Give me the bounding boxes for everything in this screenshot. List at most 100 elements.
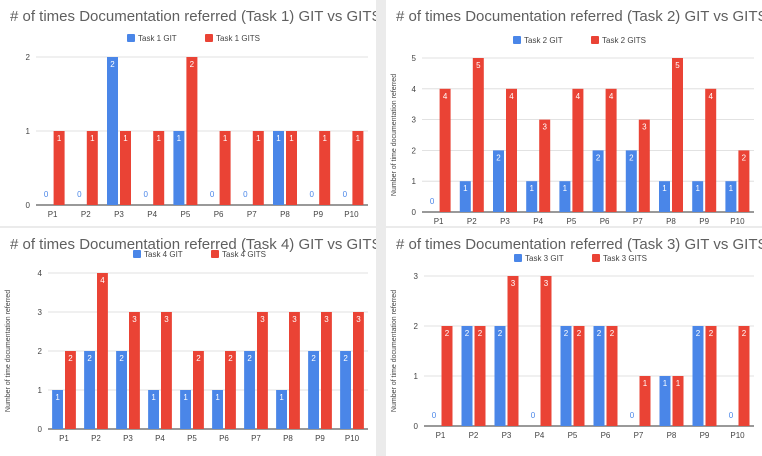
bar	[638, 119, 650, 212]
y-tick-label: 0	[414, 422, 419, 431]
x-tick-label: P7	[251, 434, 261, 443]
data-label: 2	[629, 153, 634, 162]
bar	[276, 390, 287, 429]
bar	[353, 312, 364, 429]
data-label: 0	[729, 411, 734, 420]
bar	[659, 376, 671, 426]
bar	[506, 88, 517, 212]
bar	[474, 326, 486, 426]
data-label: 3	[642, 123, 647, 132]
data-label: 2	[190, 60, 195, 69]
data-label: 1	[676, 379, 681, 388]
x-tick-label: P4	[533, 217, 543, 226]
x-tick-label: P7	[634, 431, 644, 440]
bar	[605, 88, 617, 212]
data-label: 0	[630, 411, 635, 420]
data-label: 3	[292, 315, 297, 324]
bar	[52, 390, 63, 429]
x-tick-label: P10	[730, 217, 745, 226]
data-label: 1	[695, 184, 700, 193]
y-tick-label: 3	[414, 272, 419, 281]
bar	[472, 58, 484, 212]
chart-panel-task2: # of times Documentation referred (Task …	[386, 0, 762, 226]
data-label: 3	[132, 315, 137, 324]
bar	[560, 326, 572, 426]
data-label: 2	[343, 354, 348, 363]
bar	[559, 181, 571, 212]
data-label: 1	[529, 184, 534, 193]
data-label: 2	[110, 60, 115, 69]
data-label: 2	[496, 153, 501, 162]
data-label: 2	[696, 329, 701, 338]
data-label: 3	[260, 315, 265, 324]
x-tick-label: P9	[313, 210, 323, 219]
bar	[461, 326, 473, 426]
y-tick-label: 2	[414, 322, 419, 331]
bar	[120, 131, 131, 205]
bar	[672, 58, 683, 212]
chart-title: # of times Documentation referred (Task …	[396, 236, 762, 253]
data-label: 2	[577, 329, 582, 338]
data-label: 1	[215, 393, 220, 402]
data-label: 2	[742, 329, 747, 338]
data-label: 2	[68, 354, 73, 363]
x-tick-label: P2	[91, 434, 101, 443]
x-tick-label: P1	[436, 431, 446, 440]
data-label: 0	[343, 190, 348, 199]
bar	[180, 390, 191, 429]
bar	[507, 276, 519, 426]
legend-swatch	[514, 254, 522, 262]
x-tick-label: P9	[700, 431, 710, 440]
bar	[289, 312, 300, 429]
x-tick-label: P10	[730, 431, 745, 440]
x-tick-label: P2	[469, 431, 479, 440]
bar	[273, 131, 284, 205]
data-label: 1	[57, 134, 62, 143]
y-tick-label: 2	[26, 53, 31, 62]
data-label: 1	[151, 393, 156, 402]
y-tick-label: 0	[412, 208, 417, 217]
data-label: 1	[643, 379, 648, 388]
chart-panel-task4: # of times Documentation referred (Task …	[0, 228, 376, 456]
x-tick-label: P10	[345, 434, 360, 443]
data-label: 0	[143, 190, 148, 199]
data-label: 2	[742, 153, 747, 162]
x-tick-label: P1	[48, 210, 58, 219]
data-label: 3	[324, 315, 329, 324]
y-tick-label: 4	[412, 85, 417, 94]
x-tick-label: P5	[568, 431, 578, 440]
data-label: 1	[90, 134, 95, 143]
bar	[705, 88, 717, 212]
data-label: 2	[465, 329, 470, 338]
data-label: 2	[596, 153, 601, 162]
data-label: 0	[44, 190, 49, 199]
data-label: 1	[279, 393, 284, 402]
bar	[572, 88, 584, 212]
bar	[219, 131, 231, 205]
bar	[252, 131, 264, 205]
y-tick-label: 3	[38, 308, 43, 317]
data-label: 1	[663, 379, 668, 388]
bar	[625, 150, 637, 212]
bar	[738, 150, 750, 212]
chart-panel-task3: # of times Documentation referred (Task …	[386, 228, 762, 456]
bar	[193, 351, 204, 429]
data-label: 2	[228, 354, 233, 363]
data-label: 0	[243, 190, 248, 199]
data-label: 3	[544, 279, 549, 288]
x-tick-label: P4	[155, 434, 165, 443]
data-label: 2	[564, 329, 569, 338]
x-tick-label: P7	[247, 210, 257, 219]
data-label: 1	[123, 134, 128, 143]
legend-label: Task 1 GIT	[138, 34, 177, 43]
legend-label: Task 2 GIT	[524, 36, 563, 45]
data-label: 0	[309, 190, 314, 199]
data-label: 2	[498, 329, 503, 338]
y-axis-label: Number of time documentation referred	[5, 290, 12, 412]
data-label: 0	[77, 190, 82, 199]
bar	[725, 181, 737, 212]
data-label: 1	[662, 184, 667, 193]
data-label: 2	[597, 329, 602, 338]
bar	[161, 312, 172, 429]
